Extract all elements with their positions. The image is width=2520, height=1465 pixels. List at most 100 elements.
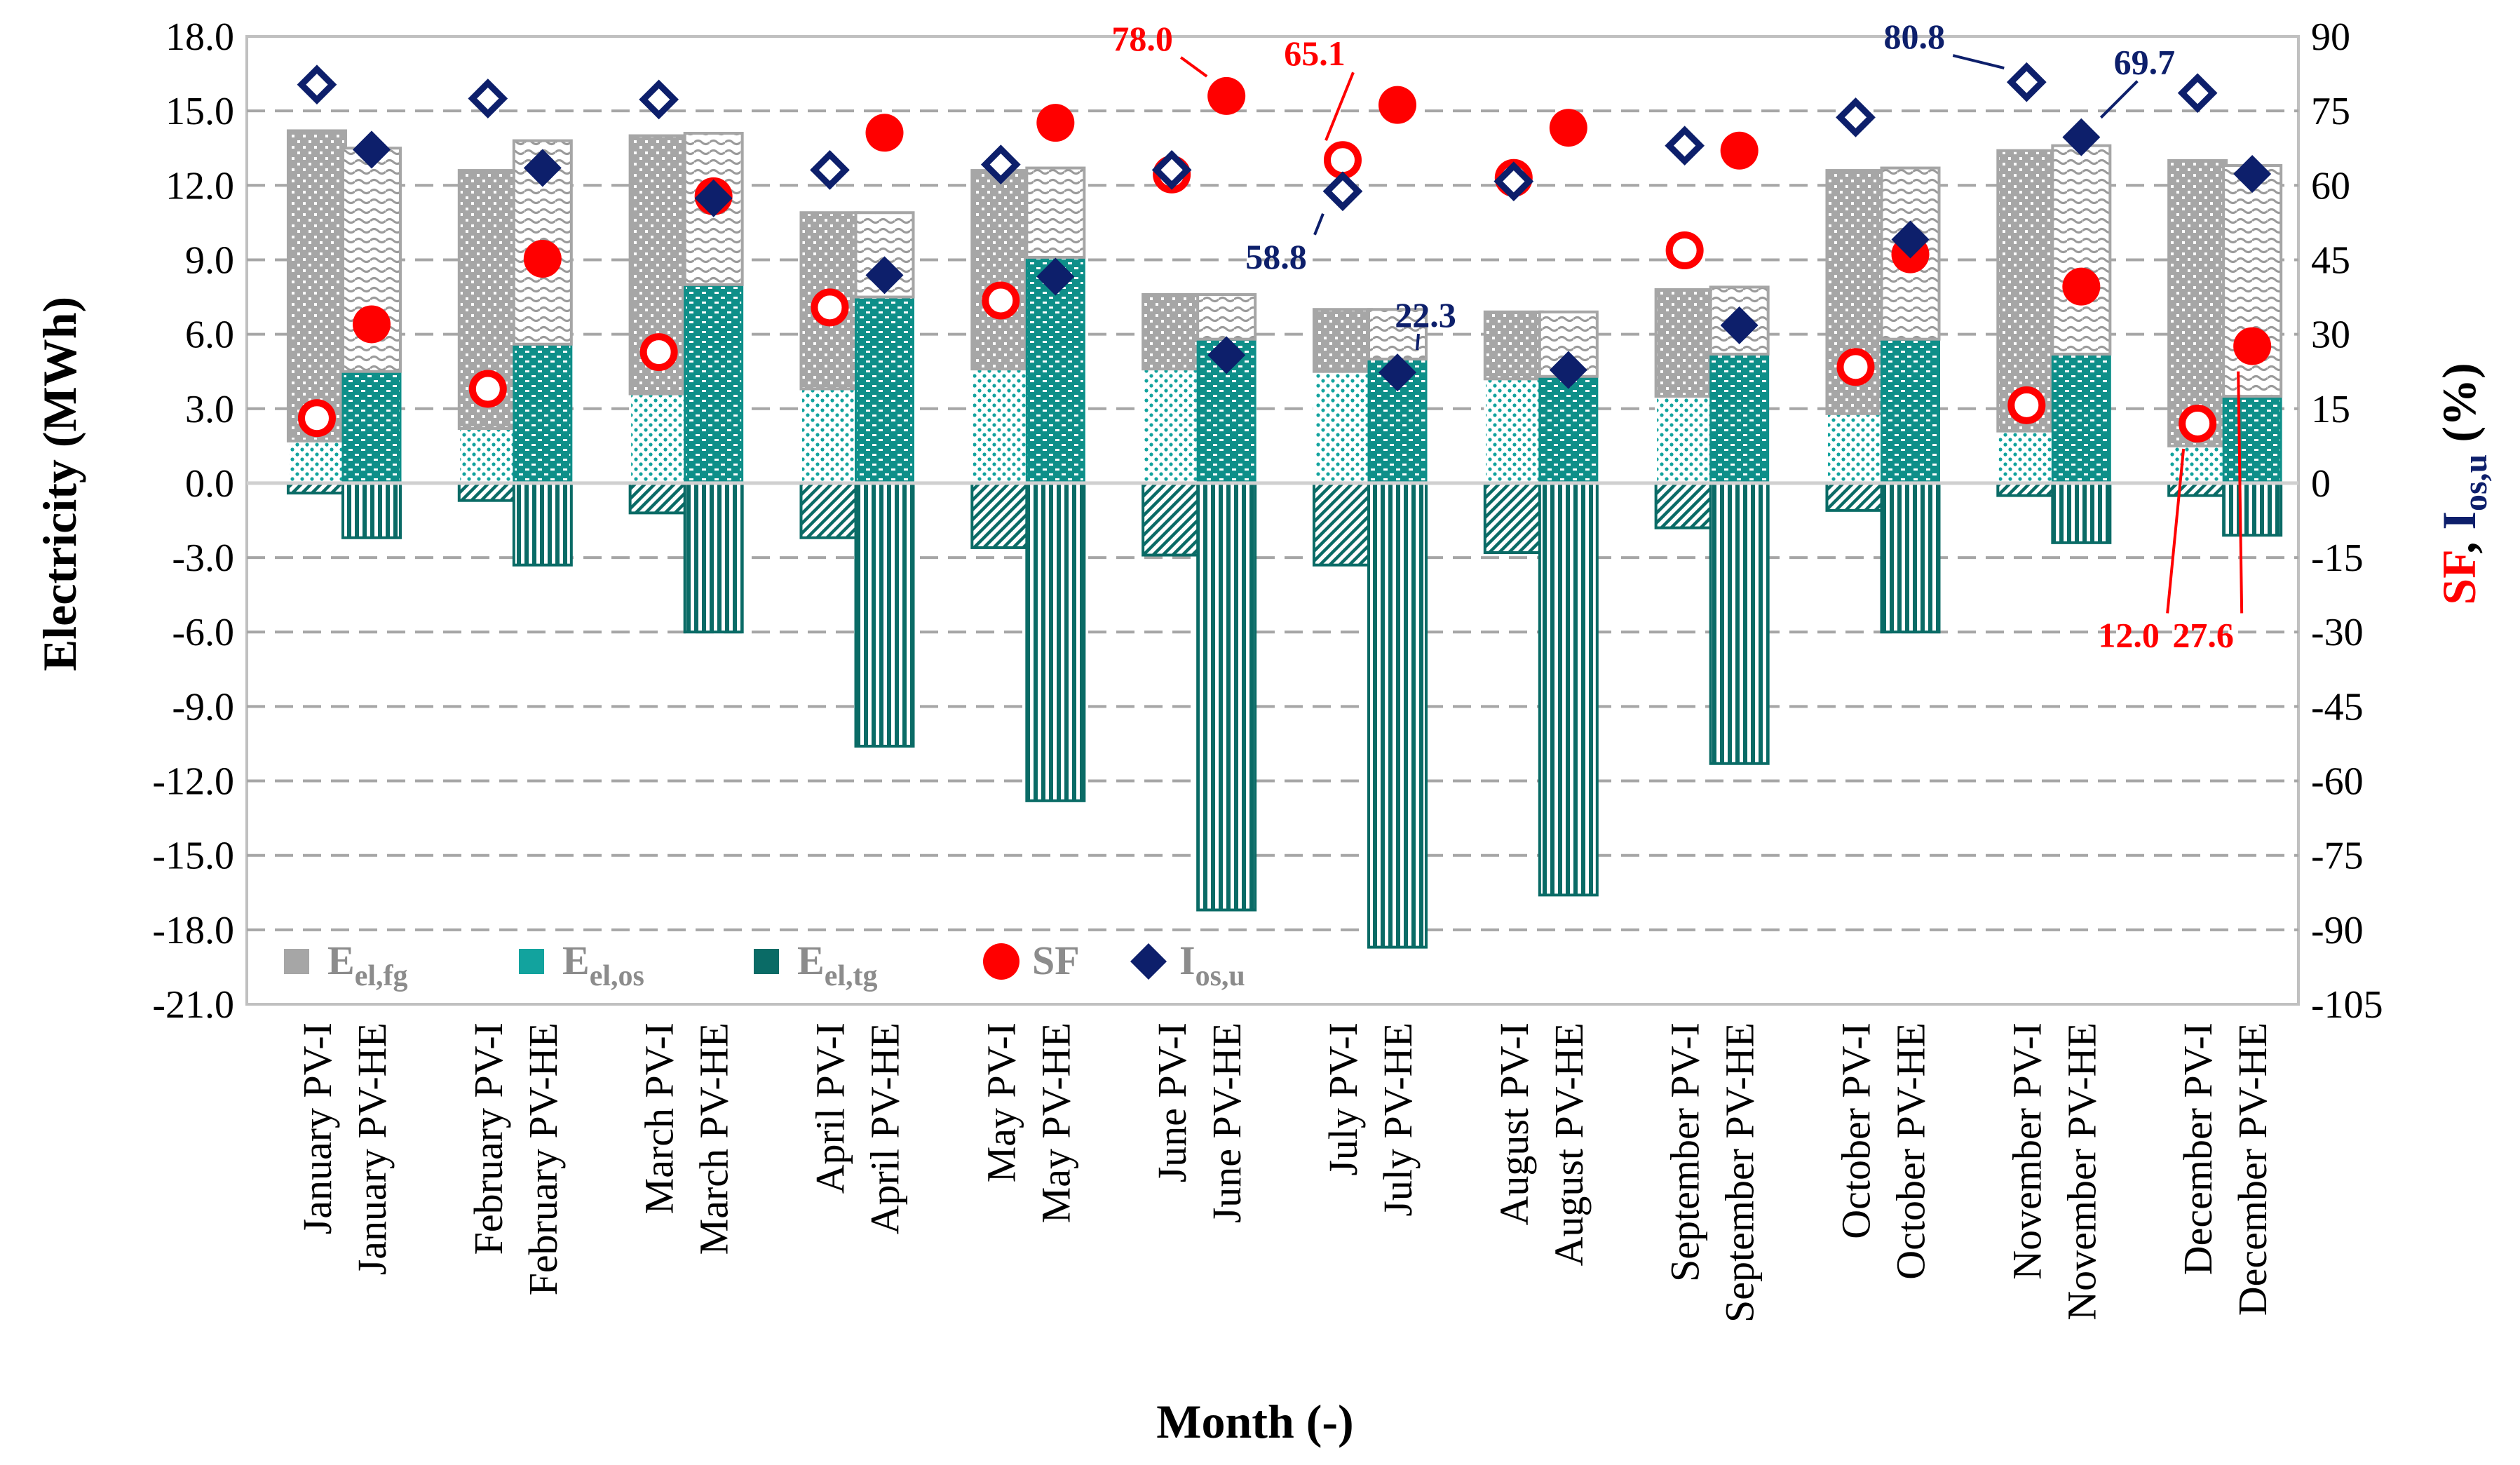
sf-point [2062,267,2101,306]
sf-point [1549,109,1587,147]
x-tick-label: June PV-HE [1204,1022,1249,1223]
bars [286,129,2283,949]
bar-eel-fg [1538,310,1599,378]
x-tick-label: November PV-HE [2059,1022,2104,1321]
y-tick-label: -9.0 [172,685,234,729]
axes: 18.0 15.0 12.0 9.0 6.0 3.0 0.0 -3.0 -6.0 -9.0 -12.… [152,15,2383,1323]
bar-eel-tg [1483,481,1544,555]
bar-eel-tg [2051,481,2112,544]
bar-eel-os [1996,430,2057,485]
bar-eel-os [970,367,1031,485]
y2-tick-label: 90 [2311,15,2350,59]
bar-eel-tg [1538,481,1599,897]
ios-point [1207,336,1246,374]
bar-eel-fg [286,129,347,443]
bar-eel-os [341,370,402,485]
y2-tick-label: -105 [2311,983,2383,1027]
bar-eel-tg [1880,481,1941,634]
bar-eel-tg [1654,481,1715,529]
ios-point [1493,161,1534,202]
y2-tick-label: -45 [2311,685,2364,729]
y-tick-label: 0.0 [185,462,234,506]
y2-title-unit: (%) [2432,363,2486,454]
x-tick-label: December PV-HE [2230,1022,2275,1316]
sf-point [297,399,336,438]
points [297,62,2272,443]
y2-title-sep: , [2432,530,2486,554]
y-tick-label: -3.0 [172,536,234,580]
ios-point [2177,73,2218,114]
sf-point [1836,348,1875,386]
bar-eel-tg [1196,481,1257,912]
ios-point [1836,97,1876,137]
x-tick-label: February PV-HE [520,1022,566,1295]
bar-eel-fg [1880,166,1941,341]
ios-point [352,130,391,169]
y-tick-label: 12.0 [165,164,234,208]
bar-eel-fg [2051,144,2112,356]
x-tick-label: April PV-HE [862,1022,907,1234]
y2-tick-label: -90 [2311,909,2364,952]
bar-eel-os [799,387,860,485]
ios-point [1665,126,1705,166]
y2-tick-label: 60 [2311,164,2350,208]
annotation-leader [1416,333,1420,351]
x-tick-label: February PV-I [466,1022,511,1255]
x-tick-label: September PV-I [1662,1022,1708,1282]
plot-area [245,35,2300,1006]
bar-eel-os [287,440,347,485]
bar-eel-tg [1709,481,1770,765]
x-axis-title: Month (-) [1156,1395,1353,1448]
bar-eel-fg [1996,149,2057,433]
annotation-leader [2237,371,2244,614]
bar-eel-tg [1312,481,1373,567]
annotation-leader [1179,56,1208,78]
ios-point [2006,62,2047,102]
annotation-label: 58.8 [1245,237,1307,276]
legend-label: Ios,u [1179,938,1245,992]
ios-point [694,179,733,217]
ios-point [980,144,1021,184]
y2-tick-label: 0 [2311,462,2331,506]
bar-eel-tg [512,481,573,567]
x-tick-label: December PV-I [2175,1022,2221,1275]
sf-point [1665,231,1704,270]
ios-point [2062,118,2101,156]
sf-point [468,370,507,408]
sf-point [523,240,562,278]
x-tick-label: May PV-HE [1033,1022,1078,1223]
ios-point [1151,150,1192,190]
y2-tick-label: -15 [2311,536,2364,580]
ios-point [639,79,679,120]
ios-point [1378,353,1416,392]
sf-point [811,288,849,327]
bar-eel-fg [1483,310,1544,381]
bar-eel-fg [1367,308,1428,361]
bar-eel-os [684,283,744,485]
legend-swatch [519,949,544,974]
x-tick-label: September PV-HE [1717,1022,1763,1323]
annotation-leader [1325,72,1355,141]
ios-point [1549,351,1587,389]
y-tick-label: -18.0 [152,909,234,952]
y2-axis-title: SF, Ios,u (%) [2432,363,2494,605]
bar-eel-os [1142,367,1202,485]
x-tick-label: October PV-I [1833,1022,1878,1239]
legend-label: Eel,tg [797,938,877,992]
y-tick-label: 6.0 [185,313,234,357]
legend-label: SF [1032,938,1080,983]
annotation-label: 27.6 [2172,615,2234,654]
annotation-label: 12.0 [2098,615,2160,654]
bar-eel-fg [1654,288,1715,398]
bar-eel-os [1880,338,1940,485]
x-tick-label: November PV-I [2004,1022,2050,1280]
sf-point [2233,327,2272,365]
ios-point [2233,155,2272,194]
x-tick-label: August PV-I [1491,1022,1537,1226]
x-tick-label: March PV-I [637,1022,682,1214]
bar-eel-os [458,427,518,485]
bar-eel-fg [1025,166,1086,259]
bar-eel-fg [1142,293,1203,371]
legend: Eel,fg Eel,os Eel,tg SF Ios,u [284,938,1245,992]
